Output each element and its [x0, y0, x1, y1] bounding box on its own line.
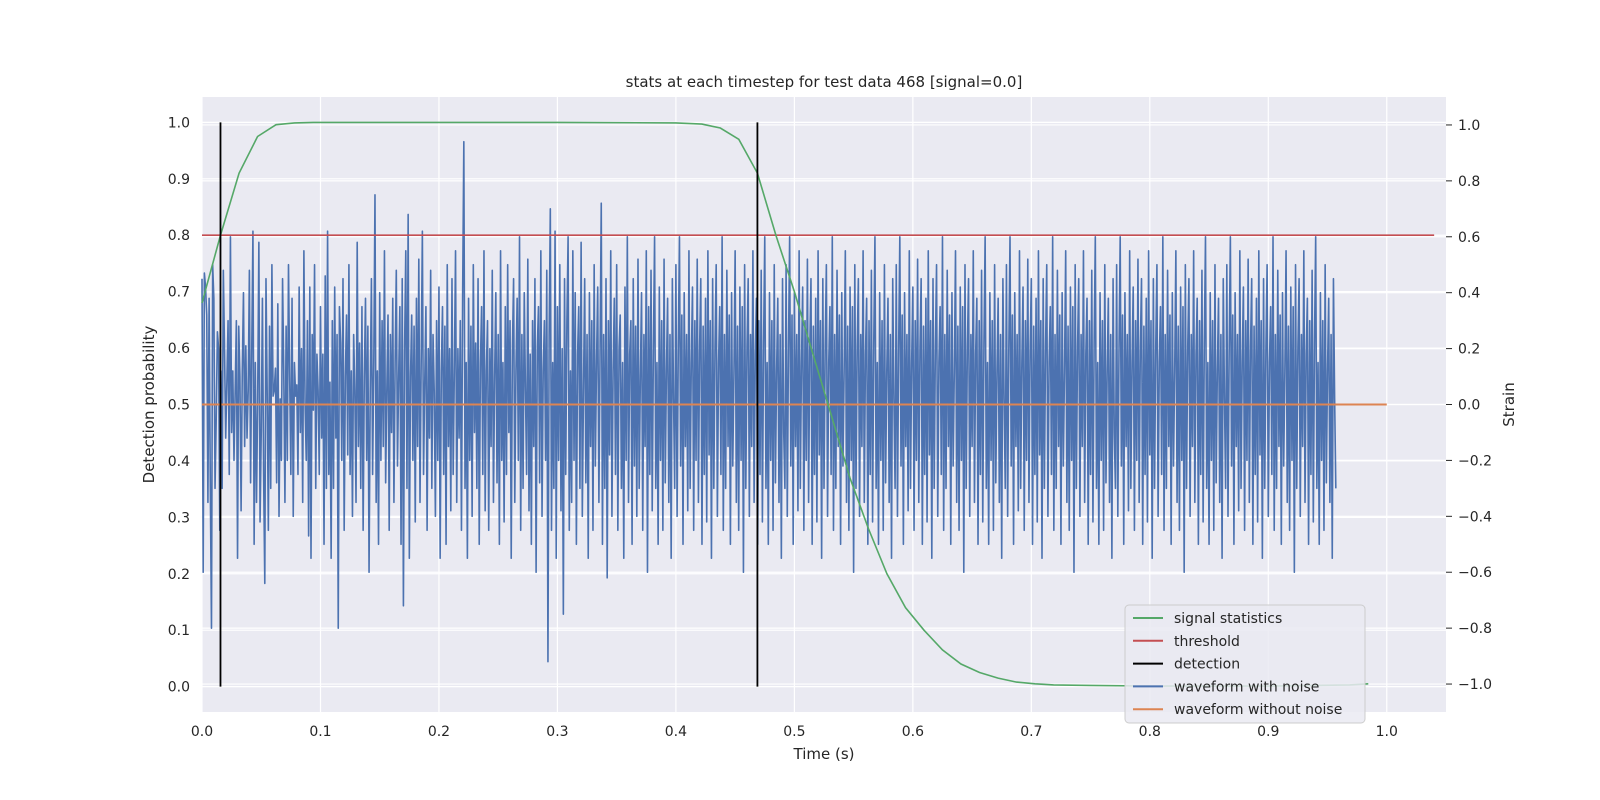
x-tick-label: 1.0	[1376, 724, 1398, 740]
y-axis-label: Detection probability	[140, 326, 158, 484]
legend-label: threshold	[1174, 634, 1240, 650]
series-layer	[201, 121, 1435, 687]
x-tick-label: 0.8	[1139, 724, 1161, 740]
x-tick-label: 0.4	[665, 724, 687, 740]
axes: 0.0 0.1 0.2 0.3 0.4 0.5 0.6 0.7 0.8 0.9 1.0 0.0 0.1 0…	[168, 115, 1492, 740]
y-tick-label: 0.8	[168, 228, 190, 244]
x-tick-label: 0.6	[902, 724, 924, 740]
legend-label: detection	[1174, 657, 1240, 673]
y-tick-label: 0.4	[168, 454, 190, 470]
y2-tick-label: −0.4	[1458, 509, 1492, 525]
y-tick-label: 0.1	[168, 623, 190, 639]
x-tick-label: 0.5	[783, 724, 805, 740]
y2-tick-label: 0.6	[1458, 230, 1480, 246]
x-tick-label: 0.2	[428, 724, 450, 740]
y-tick-label: 0.7	[168, 285, 190, 301]
legend-label: waveform with noise	[1174, 679, 1319, 695]
y2-tick-label: 1.0	[1458, 118, 1480, 134]
y2-axis-label: Strain	[1500, 382, 1518, 426]
y2-tick-label: 0.0	[1458, 398, 1480, 414]
y-tick-label: 1.0	[168, 115, 190, 131]
y-tick-label: 0.2	[168, 567, 190, 583]
legend-label: signal statistics	[1174, 611, 1282, 627]
y-tick-label: 0.9	[168, 172, 190, 188]
y-tick-label: 0.3	[168, 510, 190, 526]
x-tick-label: 0.1	[309, 724, 331, 740]
legend: signal statistics threshold detection wavef…	[1124, 604, 1366, 724]
series-signal-statistics	[201, 121, 1369, 687]
x-tick-label: 0.0	[191, 724, 213, 740]
y2-tick-label: 0.2	[1458, 342, 1480, 358]
y-tick-label: 0.6	[168, 341, 190, 357]
y-tick-label: 0.5	[168, 398, 190, 414]
x-tick-label: 0.9	[1257, 724, 1279, 740]
x-tick-label: 0.7	[1020, 724, 1042, 740]
y2-tick-label: −1.0	[1458, 677, 1492, 693]
x-axis-label: Time (s)	[793, 745, 855, 763]
chart-title: stats at each timestep for test data 468…	[626, 73, 1023, 91]
series-waveform-with-noise	[201, 140, 1337, 663]
x-tick-label: 0.3	[546, 724, 568, 740]
legend-box	[1124, 604, 1366, 724]
legend-label: waveform without noise	[1174, 702, 1342, 718]
y2-tick-label: 0.8	[1458, 174, 1480, 190]
y2-tick-label: −0.2	[1458, 453, 1492, 469]
y2-tick-label: −0.8	[1458, 621, 1492, 637]
y-tick-label: 0.0	[168, 680, 190, 696]
y2-tick-label: 0.4	[1458, 286, 1480, 302]
y2-tick-label: −0.6	[1458, 565, 1492, 581]
